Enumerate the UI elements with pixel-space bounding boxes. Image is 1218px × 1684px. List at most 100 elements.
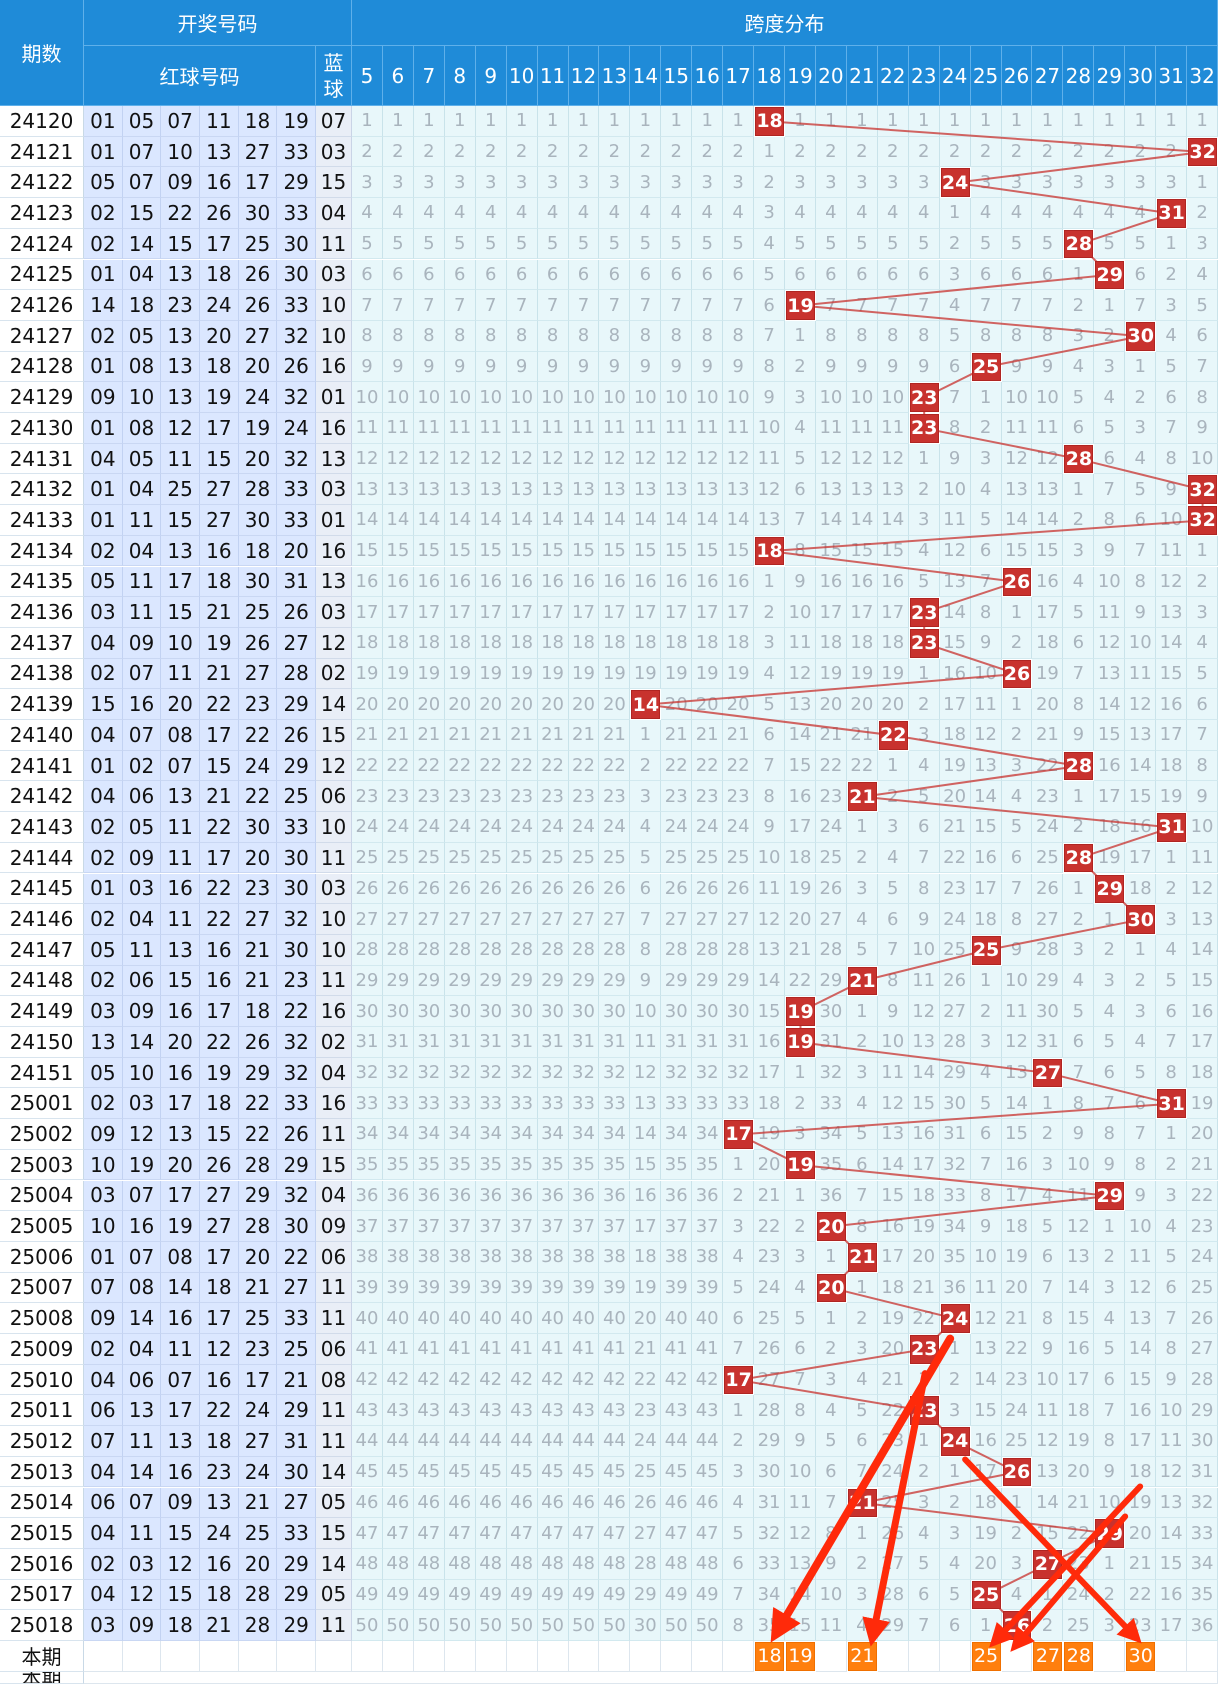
span-miss-count: 1	[939, 198, 971, 229]
span-miss-count: 7	[568, 290, 600, 321]
span-miss-count: 3	[568, 167, 600, 199]
span-miss-count: 3	[1156, 904, 1188, 935]
span-miss-count: 8	[1094, 1119, 1126, 1150]
red-ball: 11	[161, 812, 200, 843]
span-miss-count: 29	[352, 965, 383, 997]
span-miss-count: 15	[352, 535, 383, 567]
span-miss-count: 47	[413, 1518, 445, 1549]
red-ball: 15	[161, 1579, 200, 1611]
span-miss-count: 15	[599, 535, 631, 567]
span-miss-count: 21	[630, 1334, 662, 1365]
red-ball: 23	[277, 965, 316, 997]
span-miss-count: 11	[939, 505, 971, 536]
span-miss-count: 29	[939, 1057, 971, 1089]
span-miss-count: 17	[692, 597, 724, 628]
span-miss-count: 37	[382, 1211, 414, 1242]
span-miss-count: 6	[661, 259, 693, 291]
span-miss-count: 50	[568, 1610, 600, 1641]
span-miss-count: 9	[352, 351, 383, 383]
span-miss-count: 33	[692, 1088, 724, 1120]
span-miss-count: 20	[1063, 1456, 1095, 1488]
span-miss-count: 12	[1156, 1456, 1188, 1488]
span-miss-count: 11	[1187, 842, 1218, 874]
empty-cell	[1156, 1641, 1188, 1672]
span-miss-count: 6	[908, 812, 940, 843]
red-ball: 27	[200, 1211, 239, 1242]
span-miss-count: 14	[1125, 750, 1157, 782]
span-miss-count: 5	[846, 934, 878, 966]
span-miss-count: 2	[630, 750, 662, 782]
span-miss-count: 2	[939, 228, 971, 260]
red-ball: 04	[84, 1456, 123, 1488]
span-miss-count: 2	[846, 1303, 878, 1334]
span-col-header: 21	[846, 46, 878, 106]
red-ball: 09	[122, 627, 162, 659]
span-miss-count: 50	[661, 1610, 693, 1641]
span-hit: 21	[847, 966, 877, 996]
span-miss-count: 11	[1156, 535, 1188, 567]
span-miss-count: 20	[877, 689, 909, 720]
span-hit: 32	[1188, 137, 1218, 167]
span-miss-count: 7	[692, 290, 724, 321]
span-miss-count: 10	[1094, 566, 1126, 598]
span-miss-count: 15	[785, 1610, 816, 1641]
red-ball: 03	[122, 1088, 162, 1120]
span-miss-count: 22	[723, 750, 755, 782]
span-miss-count: 5	[1063, 382, 1095, 413]
span-miss-count: 2	[908, 1456, 940, 1488]
span-miss-count: 2	[970, 413, 1002, 444]
span-miss-count: 4	[1001, 781, 1033, 813]
span-miss-count: 2	[1156, 1149, 1188, 1181]
span-miss-count: 15	[754, 996, 785, 1027]
span-miss-count: 33	[382, 1088, 414, 1120]
span-miss-count: 33	[475, 1088, 507, 1120]
span-miss-count: 4	[1001, 1579, 1033, 1611]
red-ball: 16	[200, 965, 239, 997]
red-ball: 29	[277, 1610, 316, 1641]
span-miss-count: 21	[939, 812, 971, 843]
span-miss-count: 36	[506, 1180, 538, 1212]
span-miss-count: 11	[877, 413, 909, 444]
red-ball: 05	[122, 443, 162, 475]
span-miss-count: 16	[970, 1426, 1002, 1457]
span-miss-count: 6	[413, 259, 445, 291]
span-miss-count: 28	[413, 934, 445, 966]
span-miss-count: 5	[1156, 351, 1188, 383]
span-miss-count: 20	[506, 689, 538, 720]
span-miss-count: 5	[1156, 1241, 1188, 1273]
span-miss-count: 41	[506, 1334, 538, 1365]
span-miss-count: 36	[568, 1180, 600, 1212]
blue-ball: 06	[316, 1241, 352, 1273]
span-miss-count: 1	[1125, 106, 1157, 137]
span-miss-count: 30	[444, 996, 476, 1027]
red-ball: 33	[277, 1518, 316, 1549]
span-hit: 25	[971, 935, 1001, 965]
red-ball: 17	[161, 566, 200, 598]
span-miss-count: 39	[506, 1272, 538, 1304]
span-miss-count: 12	[785, 658, 816, 690]
red-ball: 04	[84, 627, 123, 659]
red-ball: 15	[122, 198, 162, 229]
span-miss-count: 1	[970, 106, 1002, 137]
red-ball: 23	[238, 689, 278, 720]
red-ball: 01	[84, 750, 123, 782]
span-hit: 18	[755, 107, 784, 136]
span-miss-count: 8	[599, 320, 631, 352]
blue-ball: 16	[316, 1088, 352, 1120]
span-miss-count: 31	[413, 1027, 445, 1058]
span-miss-count: 3	[1094, 167, 1126, 199]
span-miss-count: 1	[1156, 1119, 1188, 1150]
span-miss-count: 7	[877, 934, 909, 966]
span-miss-count: 22	[444, 750, 476, 782]
red-ball: 04	[122, 259, 162, 291]
issue-cell: 24148	[0, 965, 84, 997]
red-ball: 20	[161, 689, 200, 720]
span-miss-count: 24	[382, 812, 414, 843]
red-ball: 10	[122, 382, 162, 413]
issue-cell: 24127	[0, 320, 84, 352]
span-miss-count: 21	[908, 1272, 940, 1304]
span-miss-count: 4	[754, 658, 785, 690]
span-miss-count: 19	[630, 658, 662, 690]
span-miss-count: 29	[568, 965, 600, 997]
span-miss-count: 6	[785, 1334, 816, 1365]
